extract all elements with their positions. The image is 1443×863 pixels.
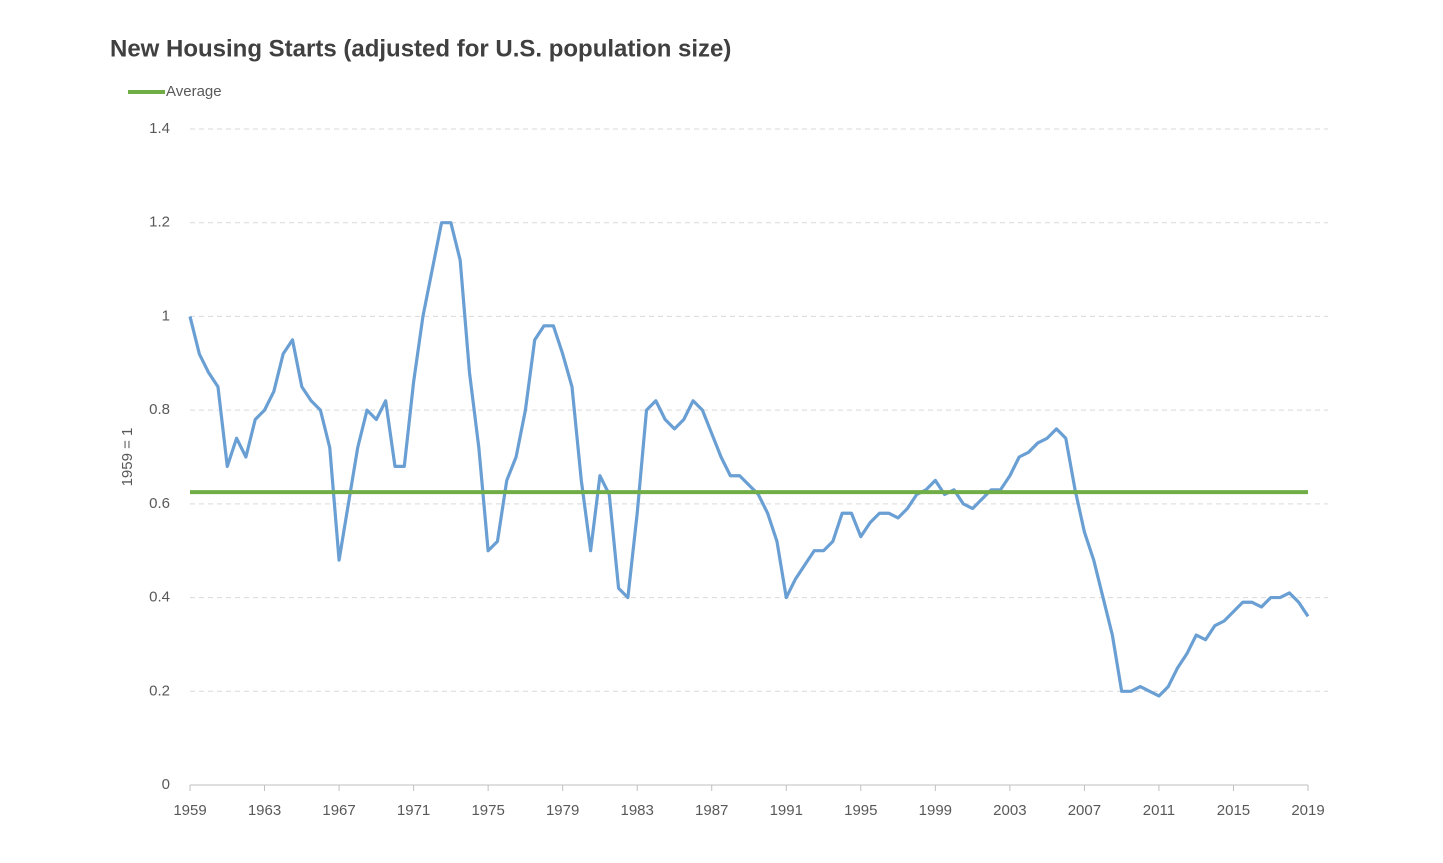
y-tick-label: 0.2 (149, 682, 170, 699)
chart-title: New Housing Starts (adjusted for U.S. po… (110, 35, 731, 62)
x-tick-label: 2003 (993, 802, 1026, 819)
x-tick-label: 1987 (695, 802, 728, 819)
x-tick-label: 1975 (471, 802, 504, 819)
x-tick-label: 1999 (919, 802, 952, 819)
x-tick-label: 1971 (397, 802, 430, 819)
y-tick-label: 1 (162, 307, 170, 324)
y-tick-label: 0 (162, 776, 170, 793)
x-tick-label: 1967 (322, 802, 355, 819)
y-axis-label: 1959 = 1 (119, 428, 136, 487)
x-tick-label: 1963 (248, 802, 281, 819)
y-tick-label: 1.2 (149, 214, 170, 231)
x-tick-label: 2019 (1291, 802, 1324, 819)
y-tick-label: 0.8 (149, 401, 170, 418)
x-tick-label: 1991 (770, 802, 803, 819)
x-tick-label: 1959 (173, 802, 206, 819)
y-tick-label: 0.4 (149, 589, 170, 606)
x-tick-label: 2007 (1068, 802, 1101, 819)
x-tick-label: 1979 (546, 802, 579, 819)
y-tick-label: 0.6 (149, 495, 170, 512)
x-tick-label: 2011 (1143, 802, 1175, 819)
x-tick-label: 2015 (1217, 802, 1250, 819)
line-series (188, 221, 1310, 698)
x-tick-label: 1983 (621, 802, 654, 819)
legend-label: Average (166, 83, 222, 100)
x-tick-label: 1995 (844, 802, 877, 819)
y-tick-label: 1.4 (149, 120, 170, 137)
